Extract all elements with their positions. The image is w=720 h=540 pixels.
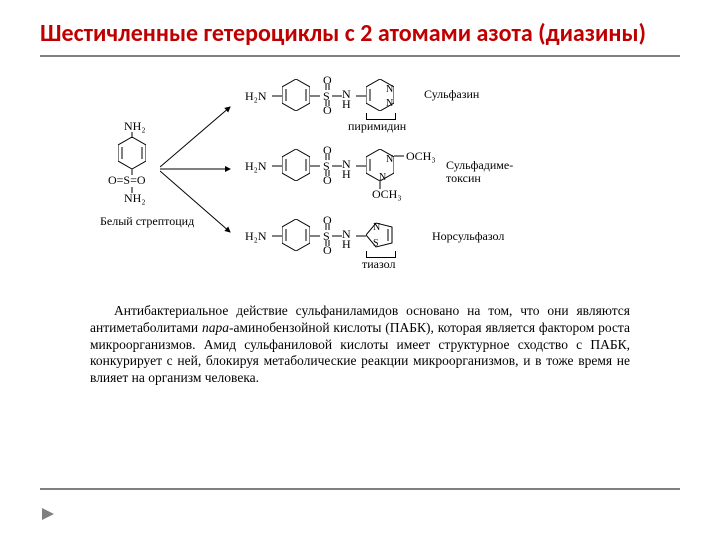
product1-name: Сульфазин bbox=[424, 87, 479, 102]
chem-label-och3-a: OCH₃ bbox=[406, 149, 436, 164]
play-icon bbox=[40, 506, 56, 522]
bond bbox=[325, 224, 331, 230]
slide: Шестичленные гетероциклы с 2 атомами азо… bbox=[0, 0, 720, 540]
svg-text:N: N bbox=[373, 222, 380, 233]
bond bbox=[325, 154, 331, 160]
chem-label-nh2-bottom: NH₂ bbox=[124, 191, 146, 206]
bond bbox=[356, 235, 366, 237]
bond bbox=[272, 95, 282, 97]
chem-label-so2: O=S=O bbox=[108, 173, 146, 188]
product3-thiazole: N S bbox=[366, 221, 396, 249]
bond bbox=[325, 84, 331, 90]
chem-label-och3-b: OCH₃ bbox=[372, 187, 402, 202]
chem-label-h2n-3: H₂N bbox=[245, 229, 267, 244]
chemistry-diagram: NH₂ O=S=O NH₂ Белый стрептоцид H₂N bbox=[80, 67, 640, 297]
chem-label-h2n-2: H₂N bbox=[245, 159, 267, 174]
product1-ring-label: пиримидин bbox=[348, 119, 406, 134]
product3-benzene bbox=[282, 219, 310, 251]
chem-label-h2n-1: H₂N bbox=[245, 89, 267, 104]
bond bbox=[325, 170, 331, 176]
chem-label-nh2-top: NH₂ bbox=[124, 119, 146, 134]
product2-name: Сульфадиме-токсин bbox=[446, 159, 513, 185]
title-rule bbox=[40, 55, 680, 57]
chem-label-nh-3: NH bbox=[342, 229, 351, 249]
svg-text:N: N bbox=[386, 154, 393, 165]
body-italic: пара bbox=[202, 320, 229, 335]
bond bbox=[325, 100, 331, 106]
product3-name: Норсульфазол bbox=[432, 229, 504, 244]
bond bbox=[310, 95, 320, 97]
bond bbox=[325, 240, 331, 246]
chem-label-nh-1: NH bbox=[342, 89, 351, 109]
bond bbox=[272, 165, 282, 167]
bond bbox=[356, 95, 366, 97]
product2-pyrimidine: N N bbox=[366, 149, 394, 181]
reaction-arrows bbox=[160, 97, 240, 237]
bond bbox=[272, 235, 282, 237]
bond bbox=[394, 155, 404, 157]
precursor-ring bbox=[118, 137, 146, 169]
product2-benzene bbox=[282, 149, 310, 181]
bond bbox=[310, 235, 320, 237]
bond bbox=[131, 132, 133, 138]
bond bbox=[332, 235, 342, 237]
product3-ring-label: тиазол bbox=[362, 257, 396, 272]
svg-text:N: N bbox=[386, 84, 393, 95]
bond bbox=[332, 95, 342, 97]
bond bbox=[310, 165, 320, 167]
svg-text:N: N bbox=[379, 172, 386, 181]
slide-title: Шестичленные гетероциклы с 2 атомами азо… bbox=[40, 20, 680, 49]
product1-benzene bbox=[282, 79, 310, 111]
svg-text:S: S bbox=[373, 238, 379, 249]
chem-label-nh-2: NH bbox=[342, 159, 351, 179]
bond bbox=[356, 165, 366, 167]
product1-pyrimidine: N N bbox=[366, 79, 394, 111]
bottom-rule bbox=[40, 488, 680, 490]
body-paragraph: Антибактериальное действие сульфаниламид… bbox=[90, 303, 630, 387]
bond bbox=[332, 165, 342, 167]
svg-text:N: N bbox=[386, 98, 393, 109]
